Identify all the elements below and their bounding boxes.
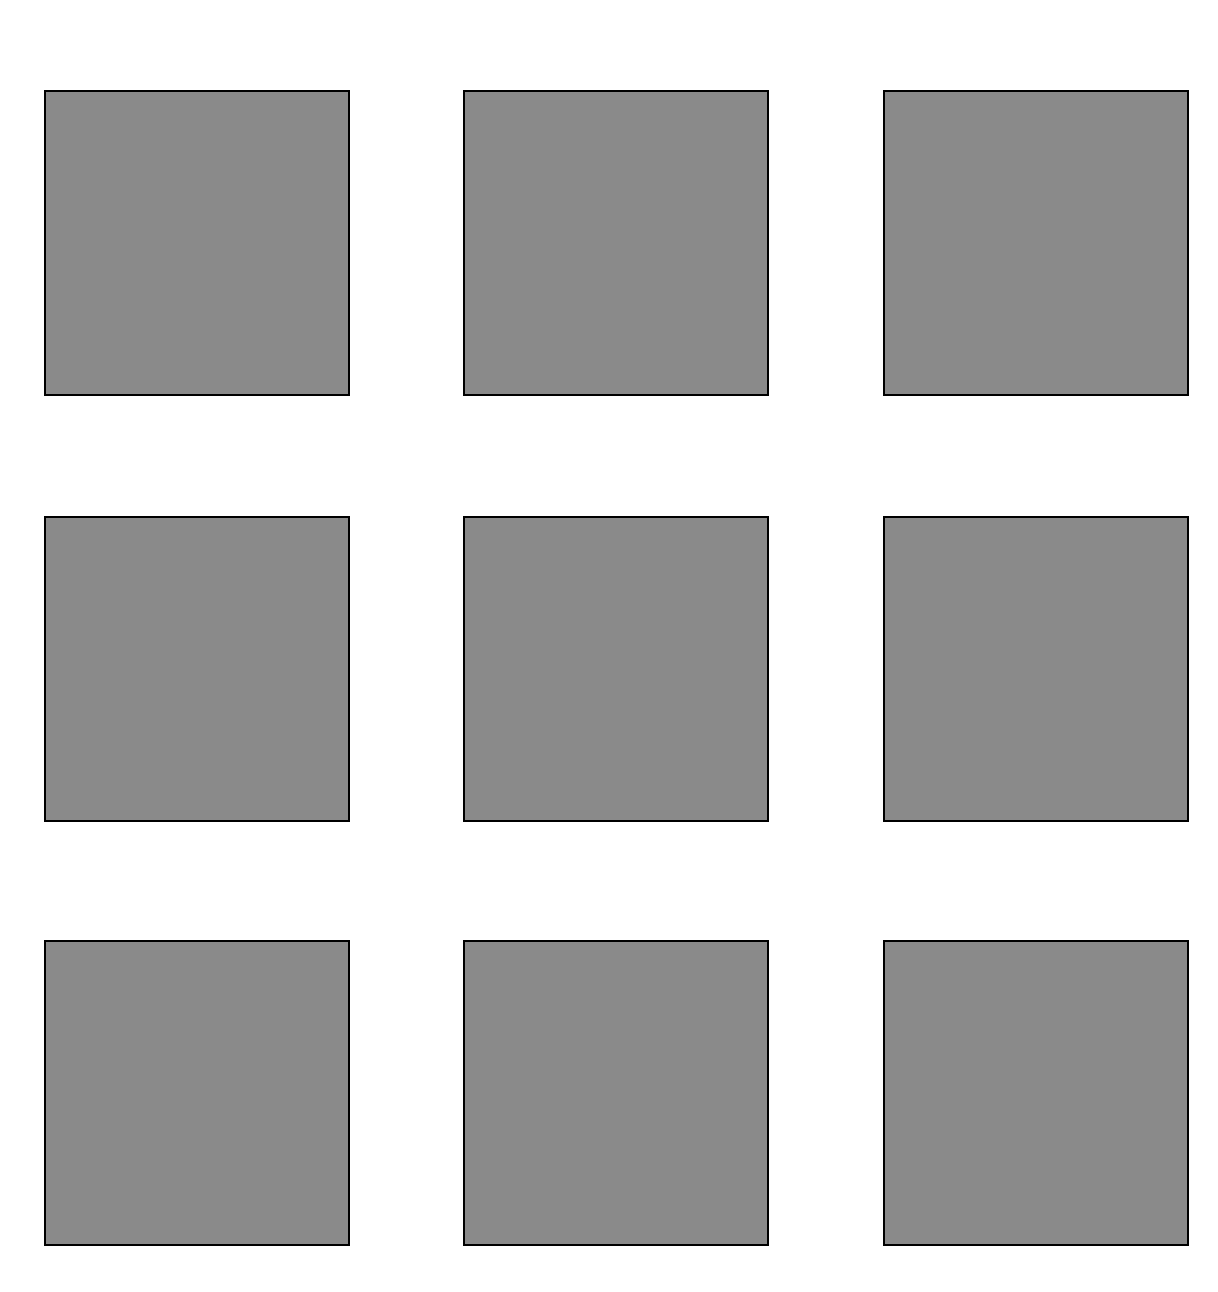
face-image-f [883,516,1189,822]
face-image-a [44,90,350,396]
face-image-b [463,90,769,396]
face-image-i [883,940,1189,1246]
face-image-h [463,940,769,1246]
face-image-c [883,90,1189,396]
face-image-e [463,516,769,822]
face-image-g [44,940,350,1246]
face-image-d [44,516,350,822]
